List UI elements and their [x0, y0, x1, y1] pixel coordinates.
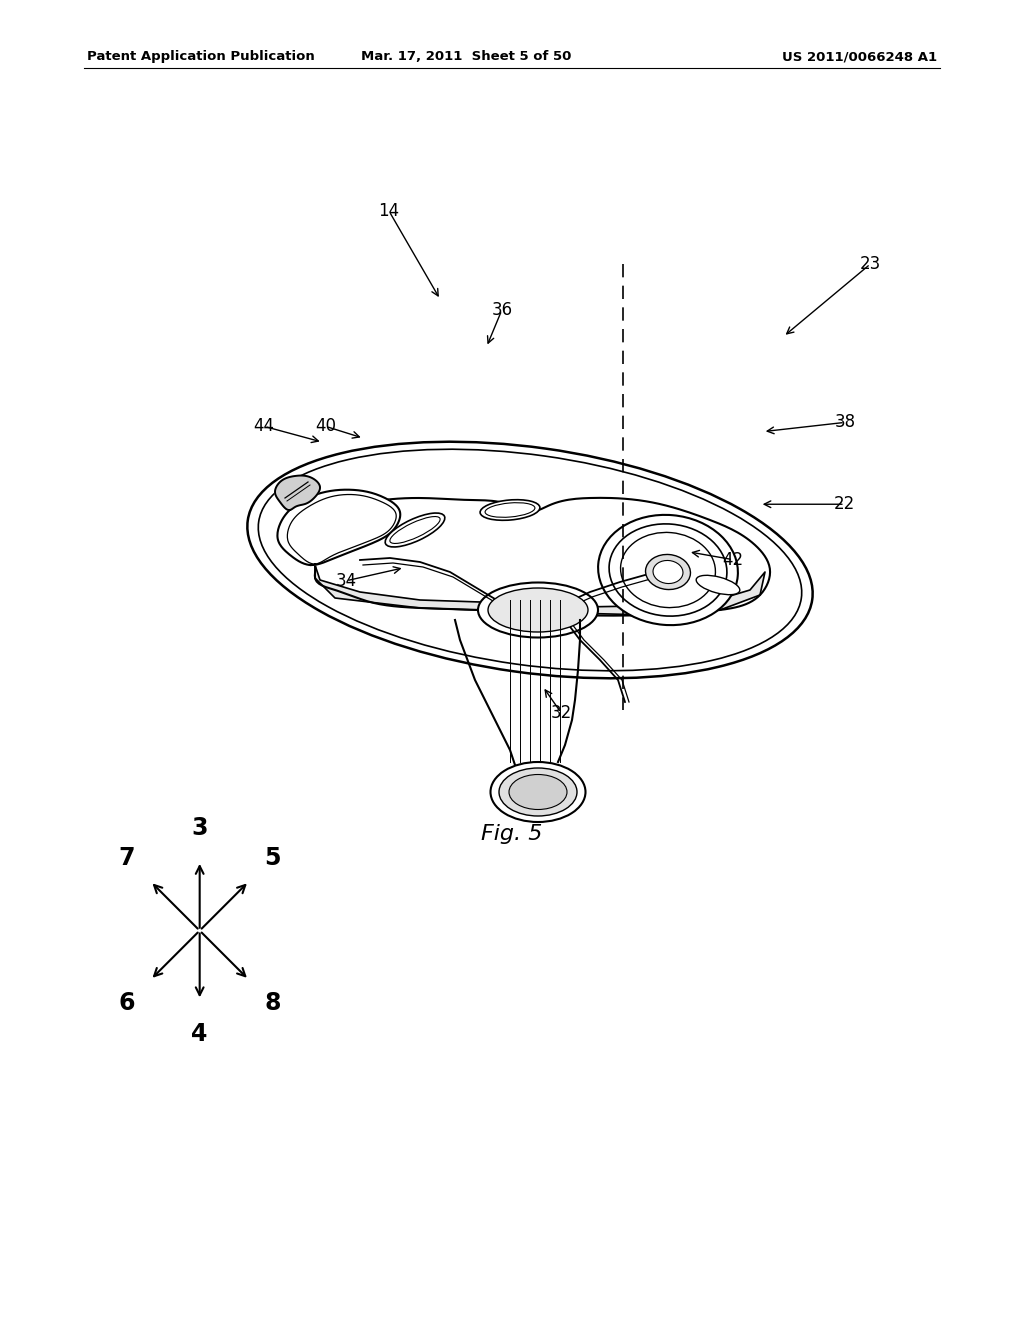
Text: 32: 32: [551, 704, 571, 722]
Text: 40: 40: [315, 417, 336, 436]
Text: 23: 23: [860, 255, 881, 273]
Ellipse shape: [478, 582, 598, 638]
Ellipse shape: [621, 532, 716, 607]
Text: 44: 44: [254, 417, 274, 436]
Polygon shape: [315, 565, 765, 615]
Ellipse shape: [480, 500, 540, 520]
Ellipse shape: [509, 775, 567, 809]
Ellipse shape: [390, 516, 440, 544]
Ellipse shape: [385, 513, 444, 546]
Polygon shape: [278, 490, 400, 565]
Ellipse shape: [653, 561, 683, 583]
Ellipse shape: [598, 515, 738, 626]
Text: Mar. 17, 2011  Sheet 5 of 50: Mar. 17, 2011 Sheet 5 of 50: [360, 50, 571, 63]
Text: 42: 42: [723, 550, 743, 569]
Ellipse shape: [485, 503, 535, 517]
Text: 14: 14: [379, 202, 399, 220]
Text: 4: 4: [191, 1022, 208, 1045]
Text: 22: 22: [835, 495, 855, 513]
Ellipse shape: [248, 442, 813, 678]
Ellipse shape: [645, 554, 690, 590]
Polygon shape: [294, 498, 770, 615]
Text: 34: 34: [336, 572, 356, 590]
Ellipse shape: [490, 762, 586, 822]
Text: 7: 7: [119, 846, 135, 870]
Ellipse shape: [499, 768, 577, 816]
Ellipse shape: [696, 576, 739, 595]
Polygon shape: [275, 475, 321, 510]
Text: Fig. 5: Fig. 5: [481, 824, 543, 845]
Text: 8: 8: [264, 991, 281, 1015]
Ellipse shape: [488, 587, 588, 632]
Text: 36: 36: [492, 301, 512, 319]
Text: Patent Application Publication: Patent Application Publication: [87, 50, 314, 63]
Text: US 2011/0066248 A1: US 2011/0066248 A1: [782, 50, 937, 63]
Ellipse shape: [609, 524, 727, 616]
Text: 3: 3: [191, 816, 208, 840]
Text: 5: 5: [264, 846, 281, 870]
Text: 6: 6: [119, 991, 135, 1015]
Text: 38: 38: [835, 413, 855, 432]
